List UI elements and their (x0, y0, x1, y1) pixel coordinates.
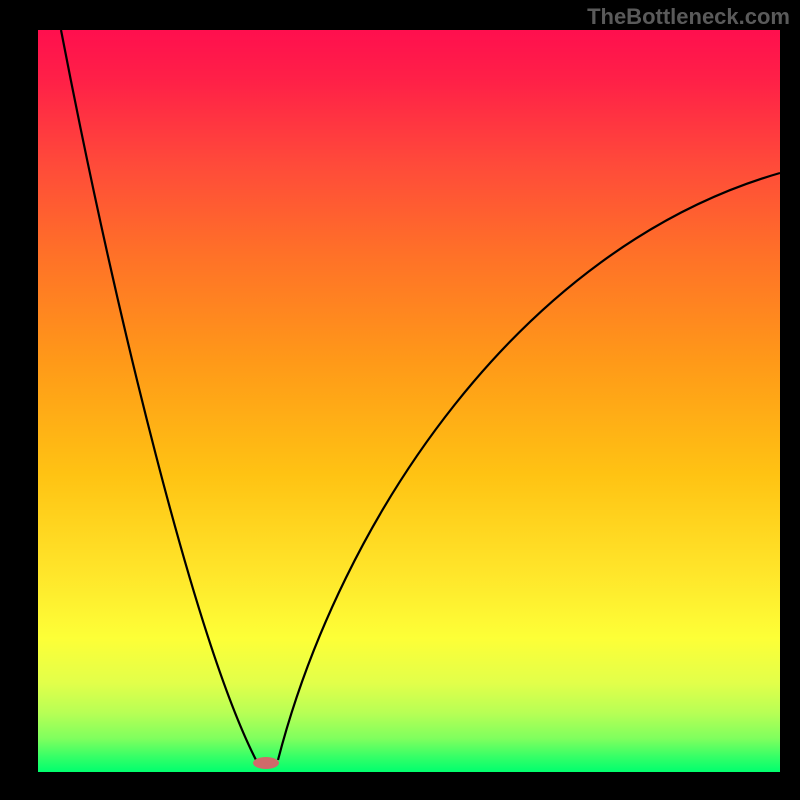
bottleneck-chart (0, 0, 800, 800)
optimal-marker (253, 757, 279, 769)
plot-area (38, 30, 780, 772)
watermark-text: TheBottleneck.com (587, 4, 790, 30)
chart-container: TheBottleneck.com (0, 0, 800, 800)
